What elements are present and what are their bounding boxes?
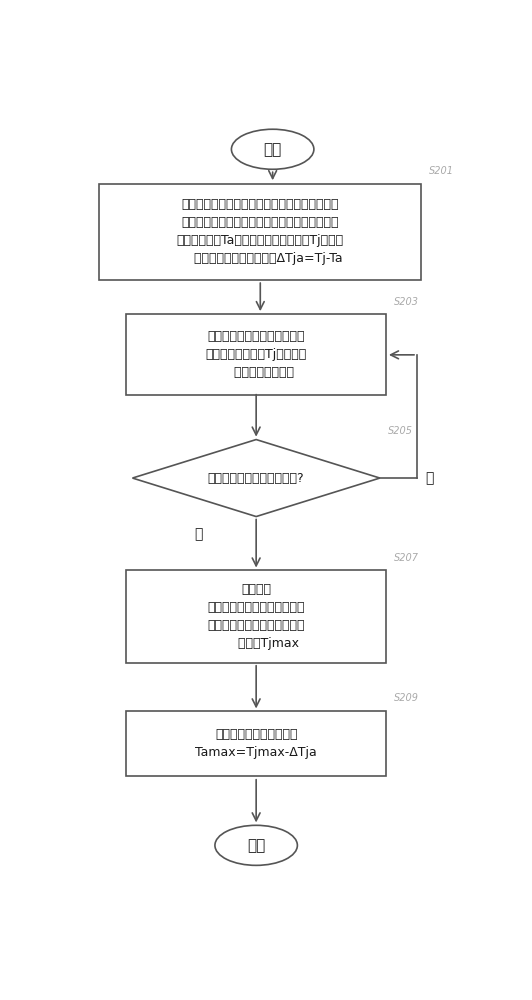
- FancyBboxPatch shape: [126, 314, 386, 395]
- Text: S201: S201: [429, 166, 454, 176]
- Text: S205: S205: [388, 426, 413, 436]
- FancyBboxPatch shape: [99, 184, 421, 280]
- Ellipse shape: [231, 129, 314, 169]
- Ellipse shape: [215, 825, 297, 865]
- Text: 去掉适当的系统风扇，以使主
控芯片的核心温度Tj升高，同
    时监控板卡的性能: 去掉适当的系统风扇，以使主 控芯片的核心温度Tj升高，同 时监控板卡的性能: [205, 330, 307, 379]
- Text: 记录板卡
濒临失效或者性能下降时的主
控芯片的核心温度作为最大核
      心温度Tjmax: 记录板卡 濒临失效或者性能下降时的主 控芯片的核心温度作为最大核 心温度Tjma…: [207, 583, 305, 650]
- Text: 结束: 结束: [247, 838, 265, 853]
- Text: S207: S207: [394, 553, 419, 563]
- FancyBboxPatch shape: [126, 711, 386, 776]
- Text: 室温工况下，在冷却气流保持在工作状况下的预
定风量和风压的条件下，待板卡温度稳定后，测
量卡环境温度Ta和主控芯片的核心温度Tj，并且
    由此计算此时两者: 室温工况下，在冷却气流保持在工作状况下的预 定风量和风压的条件下，待板卡温度稳定…: [177, 198, 344, 265]
- FancyBboxPatch shape: [126, 570, 386, 663]
- Text: 开始: 开始: [263, 142, 282, 157]
- Text: S209: S209: [394, 693, 419, 703]
- Text: 计算板卡的最大耐热温度
Tamax=Tjmax-ΔTja: 计算板卡的最大耐热温度 Tamax=Tjmax-ΔTja: [195, 728, 317, 759]
- Text: 板卡濒临失效或者性能下降?: 板卡濒临失效或者性能下降?: [208, 472, 304, 485]
- Text: 是: 是: [194, 527, 203, 541]
- Polygon shape: [132, 440, 380, 517]
- Text: S203: S203: [394, 297, 419, 307]
- Text: 否: 否: [425, 471, 434, 485]
